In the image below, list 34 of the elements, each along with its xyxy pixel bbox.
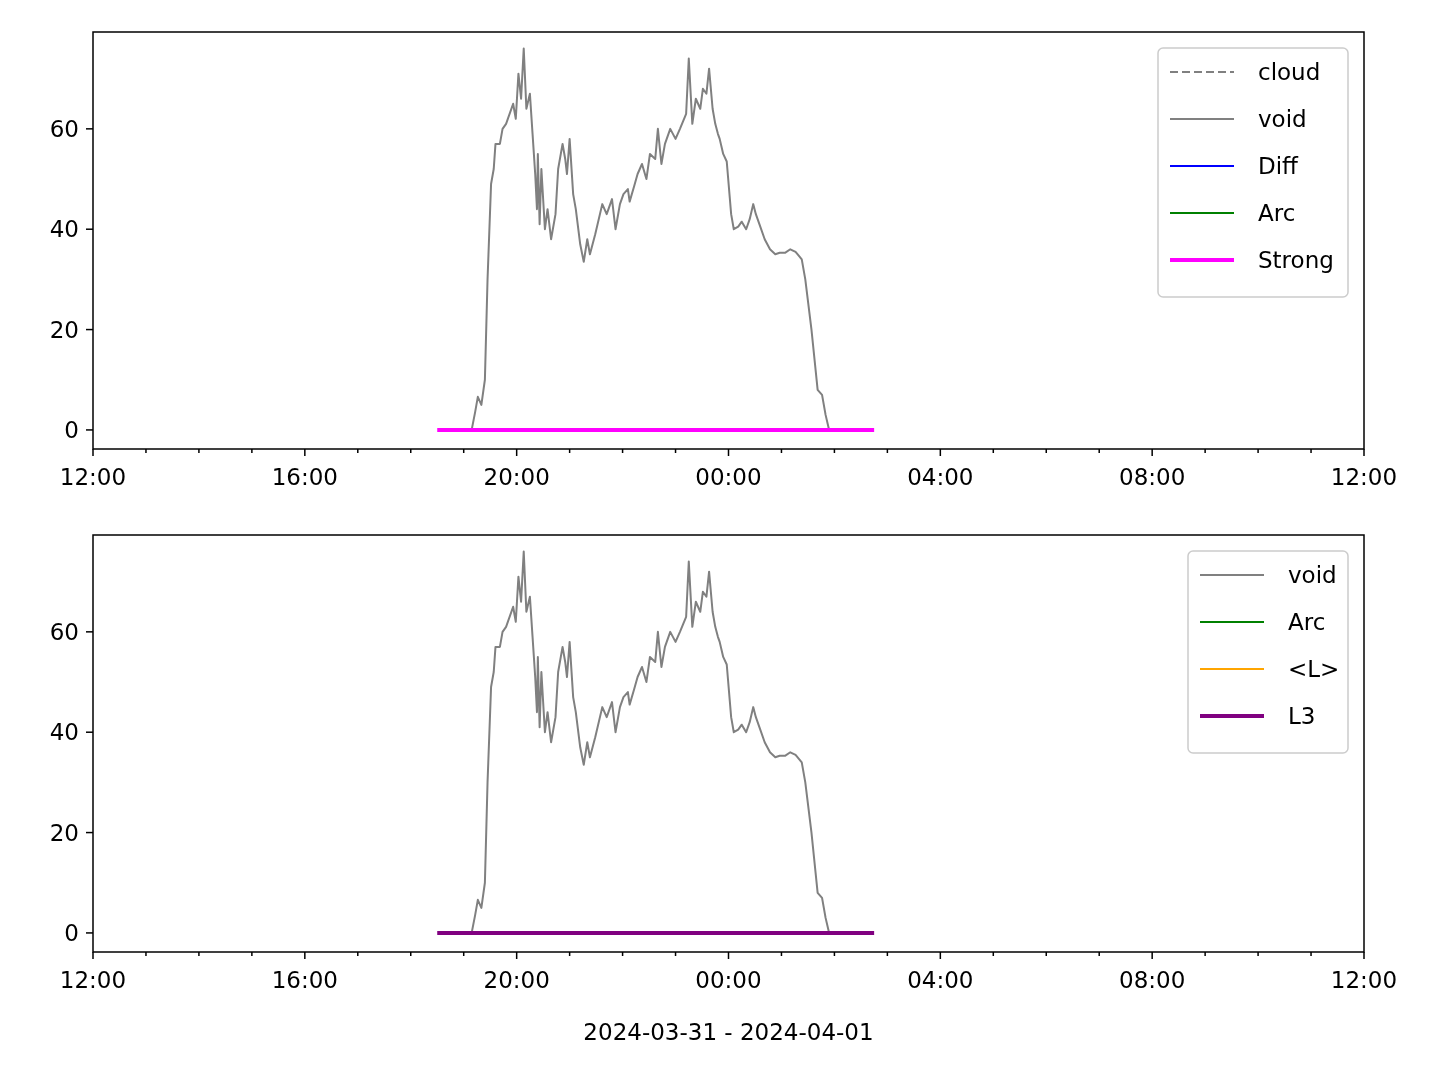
x-tick-label: 04:00 [907,464,974,490]
line-series [470,550,831,934]
x-tick-label: 16:00 [271,967,338,993]
legend-label: Diff [1258,153,1300,180]
x-tick-label: 12:00 [59,967,127,993]
legend-label: void [1258,106,1307,133]
legend-label: Strong [1258,247,1334,274]
y-tick-label: 20 [49,819,79,846]
x-tick-label: 04:00 [907,967,974,993]
y-tick-label: 60 [49,115,79,142]
x-tick-label: 12:00 [59,464,127,490]
y-tick-label: 40 [49,216,79,243]
x-tick-label: 08:00 [1119,464,1186,490]
x-tick-label: 12:00 [1330,464,1398,490]
legend-label: Arc [1288,609,1326,636]
legend-label: Arc [1258,200,1296,227]
x-tick-label: 08:00 [1119,967,1186,993]
line-series [470,47,831,431]
y-tick-label: 0 [64,416,79,443]
y-tick-label: 40 [49,719,79,746]
legend-label: cloud [1258,59,1321,86]
x-tick-label: 20:00 [483,464,550,490]
y-tick-label: 0 [64,919,79,946]
legend-label: <L> [1288,656,1340,683]
x-axis-title: 2024-03-31 - 2024-04-01 [583,1019,874,1045]
legend-label: void [1288,562,1337,589]
y-tick-label: 20 [49,316,79,343]
x-tick-label: 00:00 [695,464,762,490]
y-tick-label: 60 [49,618,79,645]
x-tick-label: 12:00 [1330,967,1398,993]
x-tick-label: 16:00 [271,464,338,490]
x-tick-label: 20:00 [483,967,550,993]
x-tick-label: 00:00 [695,967,762,993]
legend-label: L3 [1288,703,1316,730]
